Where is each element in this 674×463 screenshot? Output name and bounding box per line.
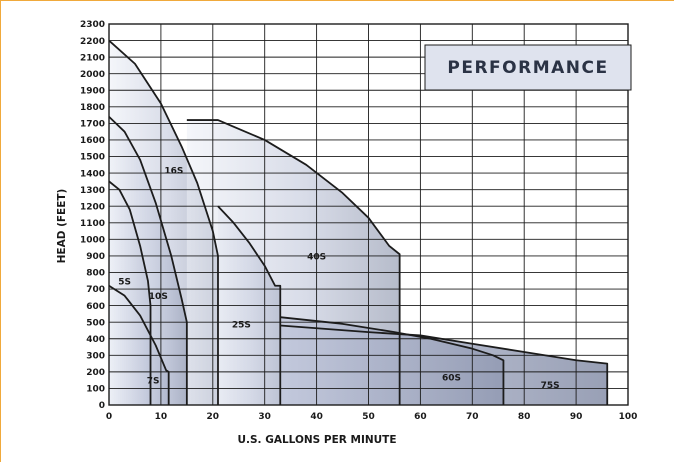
y-tick-label: 600	[86, 302, 105, 312]
curve-7s	[108, 284, 170, 405]
tick-labels: 0 10 20 30 40 50 60 70 80 90 100010020030040050060…	[80, 20, 637, 422]
chart-title: PERFORMANCE	[447, 58, 608, 78]
series-label-60s: 60S	[442, 373, 461, 383]
title-background	[424, 44, 632, 91]
series-label-40s: 40S	[307, 252, 326, 262]
curve-75s	[280, 324, 609, 405]
x-tick-label: 40	[310, 412, 323, 422]
y-tick-label: 1700	[80, 120, 105, 130]
series-label-10s: 10S	[149, 292, 168, 302]
x-tick-label: 100	[619, 412, 638, 422]
curve-5s	[108, 180, 152, 405]
y-tick-label: 100	[86, 385, 105, 395]
area-fill-75s	[280, 325, 608, 405]
plot-border	[108, 23, 629, 406]
y-tick-label: 0	[99, 401, 105, 411]
y-tick-label: 1900	[80, 86, 105, 96]
y-tick-label: 2200	[80, 37, 105, 47]
y-tick-label: 1000	[80, 236, 105, 246]
x-tick-label: 80	[518, 412, 531, 422]
y-tick-label: 700	[86, 285, 105, 295]
y-tick-label: 900	[86, 252, 105, 262]
x-tick-label: 90	[570, 412, 583, 422]
label-group-60s: 60S	[442, 373, 461, 383]
curve-16s	[108, 39, 219, 405]
x-tick-label: 70	[466, 412, 479, 422]
x-tick-label: 10	[155, 412, 168, 422]
x-tick-label: 30	[258, 412, 271, 422]
series-label-75s: 75S	[541, 381, 560, 391]
title-box: PERFORMANCE	[424, 44, 632, 91]
y-tick-label: 1600	[80, 136, 105, 146]
x-tick-label: 60	[414, 412, 427, 422]
y-tick-label: 1200	[80, 202, 105, 212]
y-tick-label: 1500	[80, 153, 105, 163]
grid	[108, 23, 629, 406]
curve-40s	[186, 119, 401, 405]
x-tick-label: 0	[106, 412, 112, 422]
y-axis-title: HEAD (FEET)	[56, 189, 68, 264]
y-tick-label: 2100	[80, 53, 105, 63]
y-tick-label: 1800	[80, 103, 105, 113]
curve-60s	[280, 316, 505, 405]
label-group-5s: 5S	[118, 277, 131, 287]
y-tick-label: 2000	[80, 70, 105, 80]
curve-25s	[217, 205, 282, 405]
label-group-25s: 25S	[232, 320, 251, 330]
x-tick-label: 50	[362, 412, 375, 422]
series-label-5s: 5S	[118, 277, 131, 287]
series-label-16s: 16S	[164, 166, 183, 176]
y-tick-label: 800	[86, 269, 105, 279]
y-tick-label: 200	[86, 368, 105, 378]
x-axis-title: U.S. GALLONS PER MINUTE	[237, 434, 396, 446]
label-group-16s: 16S	[164, 166, 183, 176]
label-group-75s: 75S	[541, 381, 560, 391]
x-tick-label: 20	[207, 412, 220, 422]
y-tick-label: 2300	[80, 20, 105, 30]
label-group-10s: 10S	[149, 292, 168, 302]
y-tick-label: 300	[86, 352, 105, 362]
y-tick-label: 1400	[80, 169, 105, 179]
series-label-25s: 25S	[232, 320, 251, 330]
series-label-7s: 7S	[147, 377, 160, 387]
label-group-40s: 40S	[307, 252, 326, 262]
y-tick-label: 500	[86, 318, 105, 328]
y-tick-label: 1100	[80, 219, 105, 229]
curve-10s	[108, 116, 188, 405]
curves	[108, 39, 609, 405]
y-tick-label: 1300	[80, 186, 105, 196]
series-labels: 5S 7S 10S 16S 25S 40S 60S 75S	[118, 166, 560, 391]
label-group-7s: 7S	[147, 377, 160, 387]
y-tick-label: 400	[86, 335, 105, 345]
